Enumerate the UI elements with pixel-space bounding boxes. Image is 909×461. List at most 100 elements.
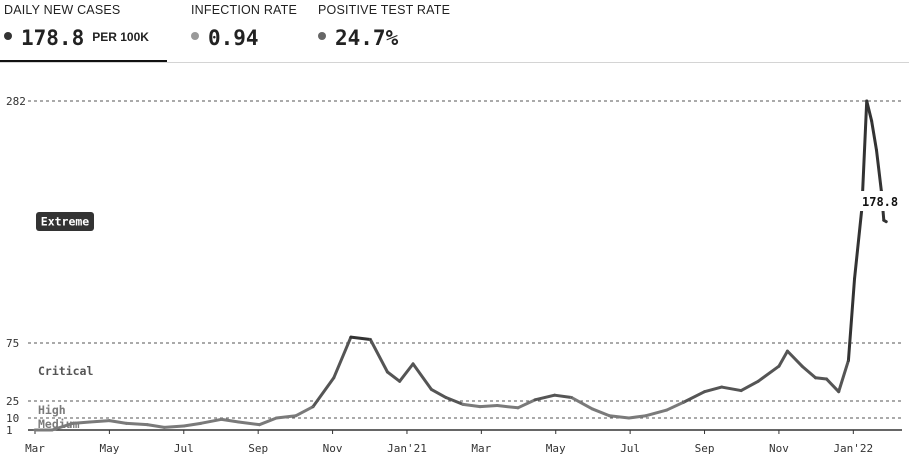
series-segment bbox=[237, 420, 261, 427]
series-segment bbox=[332, 335, 353, 380]
series-segment bbox=[199, 417, 224, 425]
data-point bbox=[258, 423, 261, 426]
data-point bbox=[398, 380, 401, 383]
data-point bbox=[591, 408, 594, 410]
tab-value-row: 0.94 bbox=[191, 26, 259, 50]
data-point bbox=[778, 365, 780, 368]
risk-level-label-extreme: Extreme bbox=[41, 215, 90, 229]
data-point bbox=[825, 378, 828, 380]
series-segment bbox=[607, 414, 631, 420]
series-color-dot bbox=[4, 32, 12, 40]
data-point bbox=[875, 149, 878, 151]
last-value-label-bg bbox=[860, 191, 909, 211]
series-segment bbox=[461, 402, 482, 409]
risk-level-label-medium: Medium bbox=[38, 417, 80, 431]
series-segment bbox=[800, 364, 818, 380]
data-point bbox=[34, 429, 36, 431]
series-segment bbox=[533, 393, 557, 402]
data-point bbox=[295, 414, 297, 417]
data-point bbox=[430, 388, 433, 391]
series-segment bbox=[739, 379, 760, 393]
risk-level-badge-extreme bbox=[36, 212, 94, 231]
series-segment bbox=[570, 396, 594, 411]
data-point bbox=[462, 403, 464, 406]
series-segment bbox=[814, 376, 828, 381]
data-point bbox=[125, 422, 128, 425]
data-point bbox=[534, 399, 536, 401]
y-tick-label: 10 bbox=[6, 412, 19, 425]
tab-label: INFECTION RATE bbox=[191, 3, 298, 17]
data-point bbox=[182, 425, 185, 427]
metric-tabs: DAILY NEW CASES 178.8 PER 100K INFECTION … bbox=[0, 0, 909, 64]
data-point bbox=[332, 377, 335, 379]
data-point bbox=[628, 417, 630, 419]
tab-value: 178.8 bbox=[21, 26, 85, 50]
series-segment bbox=[682, 390, 707, 404]
series-segment bbox=[720, 385, 743, 393]
x-tick-label: Sep bbox=[248, 442, 268, 455]
tab-value: 0.94 bbox=[208, 26, 259, 50]
data-point bbox=[870, 120, 873, 122]
tab-label: POSITIVE TEST RATE bbox=[318, 3, 451, 17]
tab-infection-rate[interactable]: INFECTION RATE 0.94 bbox=[191, 0, 301, 62]
data-point bbox=[553, 394, 556, 397]
y-tick-label: 282 bbox=[6, 95, 26, 108]
data-point bbox=[847, 359, 850, 362]
series-segment bbox=[495, 404, 520, 410]
data-point bbox=[350, 336, 352, 338]
series-segment bbox=[860, 99, 869, 211]
data-point bbox=[369, 338, 372, 341]
y-tick-label: 25 bbox=[6, 395, 19, 408]
x-tick-label: Mar bbox=[471, 442, 491, 455]
series-segment bbox=[590, 407, 611, 418]
data-point bbox=[163, 426, 166, 429]
data-point bbox=[682, 401, 685, 403]
data-point bbox=[200, 422, 202, 425]
series-segment bbox=[837, 358, 850, 394]
series-segment bbox=[644, 408, 669, 418]
series-segment bbox=[50, 421, 75, 432]
series-segment bbox=[162, 424, 186, 429]
series-segment bbox=[846, 277, 857, 362]
series-segment bbox=[865, 99, 874, 123]
series-segment bbox=[874, 148, 883, 193]
data-point bbox=[740, 389, 742, 392]
series-segment bbox=[703, 385, 724, 394]
series-segment bbox=[411, 362, 433, 391]
series-color-dot bbox=[318, 32, 326, 40]
tab-positive-test-rate[interactable]: POSITIVE TEST RATE 24.7% bbox=[318, 0, 458, 62]
data-point bbox=[883, 219, 885, 222]
series-segment bbox=[444, 396, 465, 406]
tab-value-row: 24.7% bbox=[318, 26, 398, 50]
x-tick-label: May bbox=[99, 442, 119, 455]
tabs-divider bbox=[0, 62, 909, 63]
data-point bbox=[220, 418, 223, 421]
series-segment bbox=[145, 423, 166, 429]
x-tick-label: Mar bbox=[25, 442, 45, 455]
data-point bbox=[412, 363, 414, 365]
x-tick-label: Nov bbox=[323, 442, 343, 455]
data-point bbox=[757, 380, 759, 383]
series-segment bbox=[516, 398, 537, 410]
series-segment bbox=[182, 421, 203, 428]
series-segment bbox=[368, 337, 389, 374]
x-tick-label: Jul bbox=[174, 442, 194, 455]
series-segment bbox=[478, 404, 499, 409]
data-point bbox=[645, 414, 647, 417]
data-point bbox=[89, 421, 91, 423]
data-point bbox=[865, 100, 868, 102]
data-point bbox=[51, 429, 53, 431]
series-segment bbox=[398, 362, 415, 383]
data-point bbox=[570, 396, 573, 399]
active-tab-indicator bbox=[0, 60, 167, 63]
series-segment bbox=[785, 349, 804, 368]
series-segment bbox=[311, 376, 336, 409]
data-point bbox=[720, 386, 723, 388]
series-segment bbox=[429, 387, 448, 400]
tab-daily-new-cases[interactable]: DAILY NEW CASES 178.8 PER 100K bbox=[0, 0, 167, 63]
data-point bbox=[445, 396, 447, 399]
data-point bbox=[496, 404, 499, 407]
data-point bbox=[312, 405, 314, 408]
risk-level-label-critical: Critical bbox=[38, 364, 93, 378]
